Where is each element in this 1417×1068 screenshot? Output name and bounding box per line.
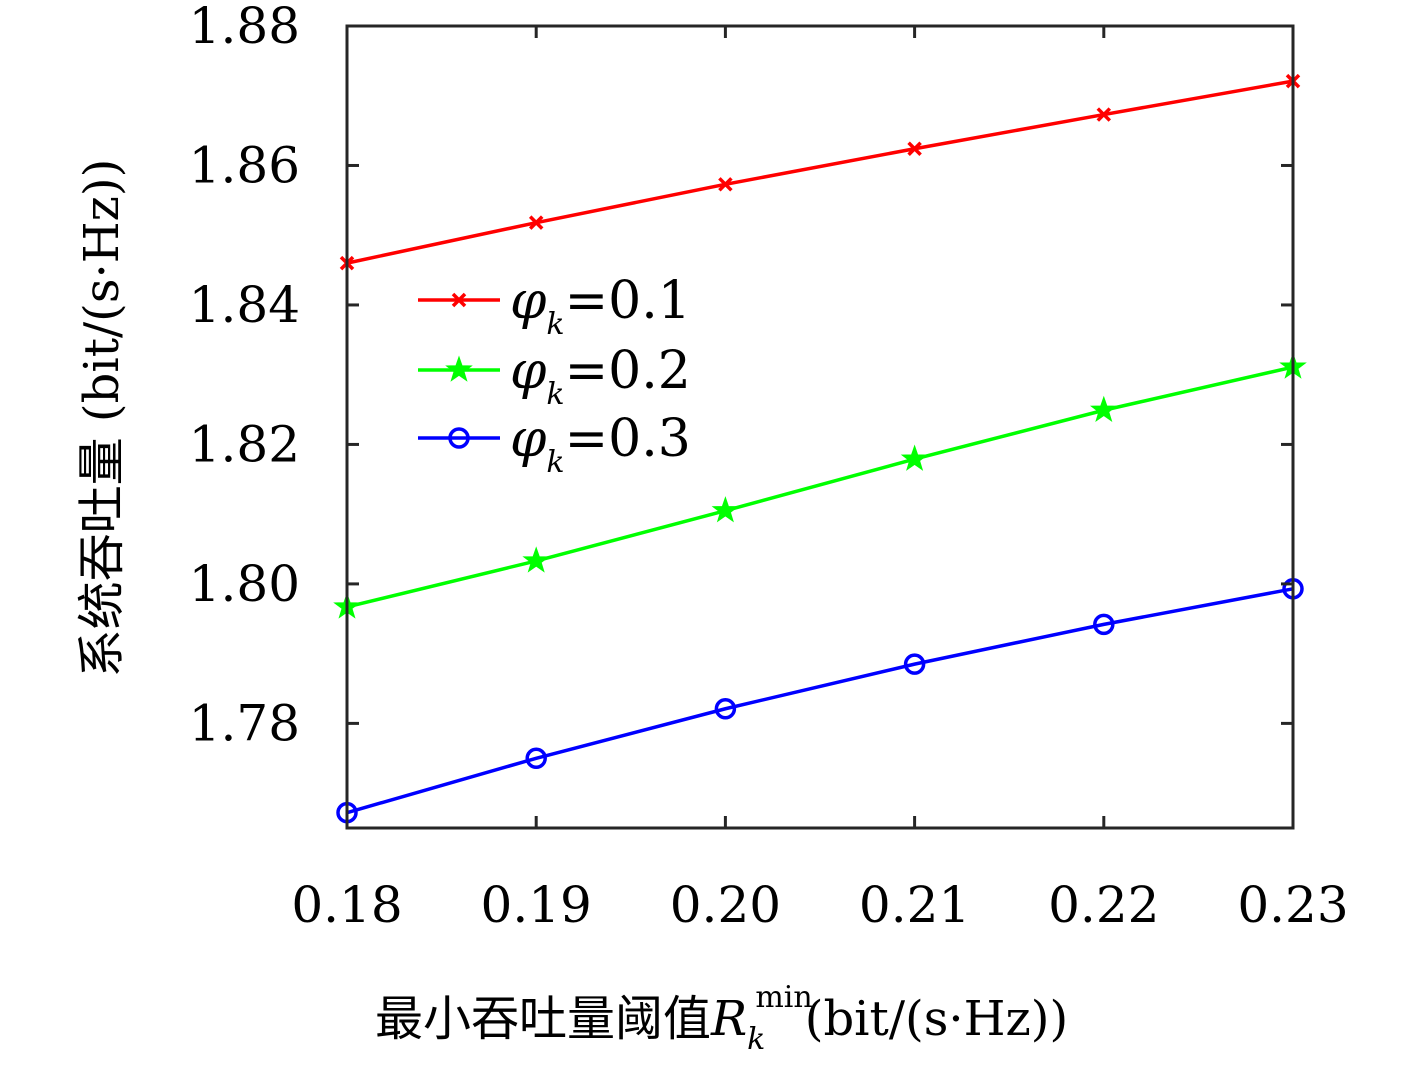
y-tick-label-5: 1.86 — [189, 136, 300, 194]
plot-area — [347, 26, 1293, 828]
series-3-line — [346, 587, 1294, 815]
legend-marker-2 — [445, 355, 473, 382]
legend-value: =0.3 — [565, 409, 691, 469]
y-tick-label-2: 1.80 — [189, 555, 300, 613]
x-axis-label-prefix: 最小吞吐量阈值 — [375, 991, 711, 1047]
series-3-point-3 — [714, 697, 737, 720]
series-3-point-5 — [1093, 613, 1115, 636]
legend-entry-3: φk=0.3 — [418, 409, 691, 480]
legend-subscript: k — [546, 307, 564, 342]
series-2 — [333, 352, 1307, 619]
series-1-point-2 — [528, 215, 544, 230]
x-axis-label-symbol: R — [710, 991, 747, 1047]
series-1-line — [346, 79, 1294, 265]
series-1-point-5-stroke-b — [1096, 107, 1112, 122]
series-2-point-3 — [711, 496, 740, 523]
x-tick-label-4: 0.21 — [859, 876, 970, 934]
series-2-point-5 — [1089, 395, 1118, 423]
y-tick-label-3: 1.82 — [189, 415, 300, 473]
y-tick-label-6: 1.88 — [189, 0, 300, 55]
series-1-point-4-stroke-b — [907, 141, 922, 156]
legend-symbol: φ — [510, 271, 547, 331]
plot-background — [347, 26, 1293, 828]
x-axis-label-suffix: (bit/(s·Hz)) — [805, 991, 1068, 1047]
x-tick-label-1: 0.18 — [291, 876, 402, 934]
legend-symbol: φ — [510, 341, 547, 401]
legend-value: =0.2 — [565, 341, 691, 401]
legend-marker-1 — [451, 292, 467, 308]
series-1-point-5 — [1096, 107, 1112, 122]
axes-frame — [345, 24, 1295, 830]
series-2-line — [346, 365, 1294, 609]
legend-label-1: φk=0.1 — [510, 271, 691, 342]
x-axis-label-superscript: min — [755, 980, 812, 1015]
legend-subscript: k — [546, 377, 564, 412]
legend-label-2: φk=0.2 — [510, 341, 691, 412]
legend-marker-3 — [448, 427, 470, 449]
legend-entry-2: φk=0.2 — [418, 341, 691, 412]
axes-layer: 0.18 0.19 0.20 0.21 0.22 0.23 1.78 1.80 1.82 1.84… — [189, 0, 1349, 934]
y-axis-label: 系统吞吐量 (bit/(s·Hz)) — [74, 159, 130, 678]
legend-entry-1: φk=0.1 — [418, 271, 691, 342]
y-tick-label-1: 1.78 — [189, 694, 300, 752]
x-tick-label-3: 0.20 — [670, 876, 781, 934]
y-tick-label-4: 1.84 — [189, 276, 300, 334]
series-1-point-2-stroke-b — [528, 215, 544, 230]
legend-value: =0.1 — [565, 271, 691, 331]
series-3-point-4 — [903, 653, 926, 675]
series-1-point-3-stroke-b — [718, 177, 733, 192]
x-axis-label-subscript: k — [747, 1022, 765, 1057]
series-2-point-2 — [522, 546, 551, 573]
series-1-point-3 — [718, 177, 733, 192]
series-3-point-2 — [525, 747, 547, 770]
x-axis-label: 最小吞吐量阈值Rk min(bit/(s·Hz)) — [375, 980, 1068, 1057]
legend: φk=0.1φk=0.2φk=0.3 — [418, 271, 691, 480]
legend-subscript: k — [546, 445, 564, 480]
series-2-point-4 — [900, 444, 929, 471]
legend-marker-1-stroke-b — [451, 292, 467, 308]
series-1-point-4 — [907, 141, 922, 156]
x-tick-label-6: 0.23 — [1237, 876, 1348, 934]
x-tick-label-2: 0.19 — [481, 876, 592, 934]
legend-symbol: φ — [510, 409, 547, 469]
x-tick-label-5: 0.22 — [1048, 876, 1159, 934]
legend-label-3: φk=0.3 — [510, 409, 691, 480]
